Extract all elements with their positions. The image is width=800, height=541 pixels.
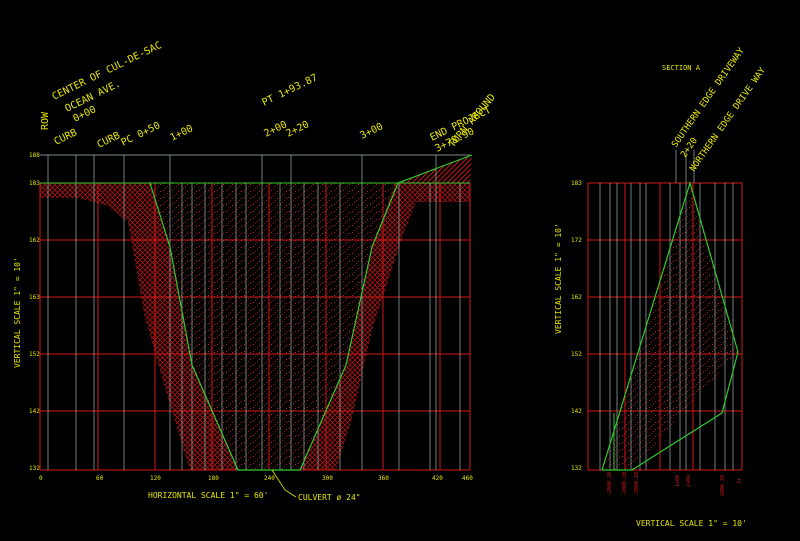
profile-hatch-left: [40, 183, 238, 470]
section-side-scale: VERTICAL SCALE 1" = 10': [554, 223, 563, 334]
label-sta-2-20: 2+20: [284, 119, 310, 139]
label-curb-2: CURB: [95, 130, 121, 150]
sec-elev-4: 142: [571, 408, 582, 415]
label-southern-edge: SOUTHERN EDGE DRIVEWAY: [670, 46, 747, 150]
sec-bottom-6: 3+: [737, 478, 743, 484]
elev-label-5: 142: [29, 408, 40, 415]
label-pt: PT 1+93.87: [260, 72, 319, 108]
x-tick-8: 460: [462, 475, 473, 482]
sec-bottom-2: -2000.20: [634, 472, 640, 496]
elev-label-4: 152: [29, 351, 40, 358]
sec-elev-2: 162: [571, 294, 582, 301]
x-tick-0: 0: [39, 475, 43, 482]
label-curb-1: CURB: [52, 127, 78, 147]
sec-bottom-3: 2+00: [675, 475, 681, 487]
label-pc: PC 0+50: [119, 120, 162, 148]
elev-label-0: 188: [29, 152, 40, 159]
x-tick-5: 300: [322, 475, 333, 482]
label-row: ROW: [40, 111, 51, 130]
profile-hatch-right: [300, 183, 470, 470]
section-vertical-scale: VERTICAL SCALE 1" = 10': [636, 519, 747, 528]
section-a-view: SECTION A SOUTHERN EDGE DRIVEWAY 2+20 NO…: [554, 46, 768, 528]
x-tick-1: 60: [96, 475, 104, 482]
section-grid: [587, 150, 743, 471]
x-tick-3: 180: [208, 475, 219, 482]
horizontal-scale-label: HORIZONTAL SCALE 1" = 60': [148, 491, 268, 500]
elev-label-2: 162: [29, 237, 40, 244]
sec-elev-1: 172: [571, 237, 582, 244]
label-northern-edge: NORTHERN EDGE DRIVE WAY: [688, 65, 768, 173]
sec-bottom-0: -2000.20: [607, 472, 613, 496]
elev-label-1: 183: [29, 180, 40, 187]
sec-elev-0: 183: [571, 180, 582, 187]
sec-elev-3: 152: [571, 351, 582, 358]
elev-label-3: 163: [29, 294, 40, 301]
profile-grade-line: [149, 154, 473, 471]
profile-cut-region: [150, 183, 395, 470]
x-tick-7: 420: [432, 475, 443, 482]
culvert-leader: [271, 469, 297, 498]
sec-bottom-1: -2000.20: [622, 472, 628, 496]
label-sta-3-00: 3+00: [358, 121, 384, 141]
section-outline: [601, 180, 739, 471]
x-tick-6: 360: [378, 475, 389, 482]
profile-view: ROW CENTER OF CUL-DE-SAC OCEAN AVE. 0+00…: [13, 40, 498, 502]
vertical-scale-label-left: VERTICAL SCALE 1" = 10': [13, 257, 22, 368]
x-tick-4: 240: [264, 475, 275, 482]
elev-label-6: 132: [29, 465, 40, 472]
label-sta-1-00: 1+00: [168, 123, 194, 143]
sec-elev-5: 132: [571, 465, 582, 472]
section-title: SECTION A: [662, 64, 701, 72]
sec-bottom-4: 2+04: [686, 475, 692, 487]
x-tick-2: 120: [150, 475, 161, 482]
culvert-label: CULVERT ø 24": [298, 493, 361, 502]
sec-bottom-5: 2000.20: [720, 475, 726, 496]
